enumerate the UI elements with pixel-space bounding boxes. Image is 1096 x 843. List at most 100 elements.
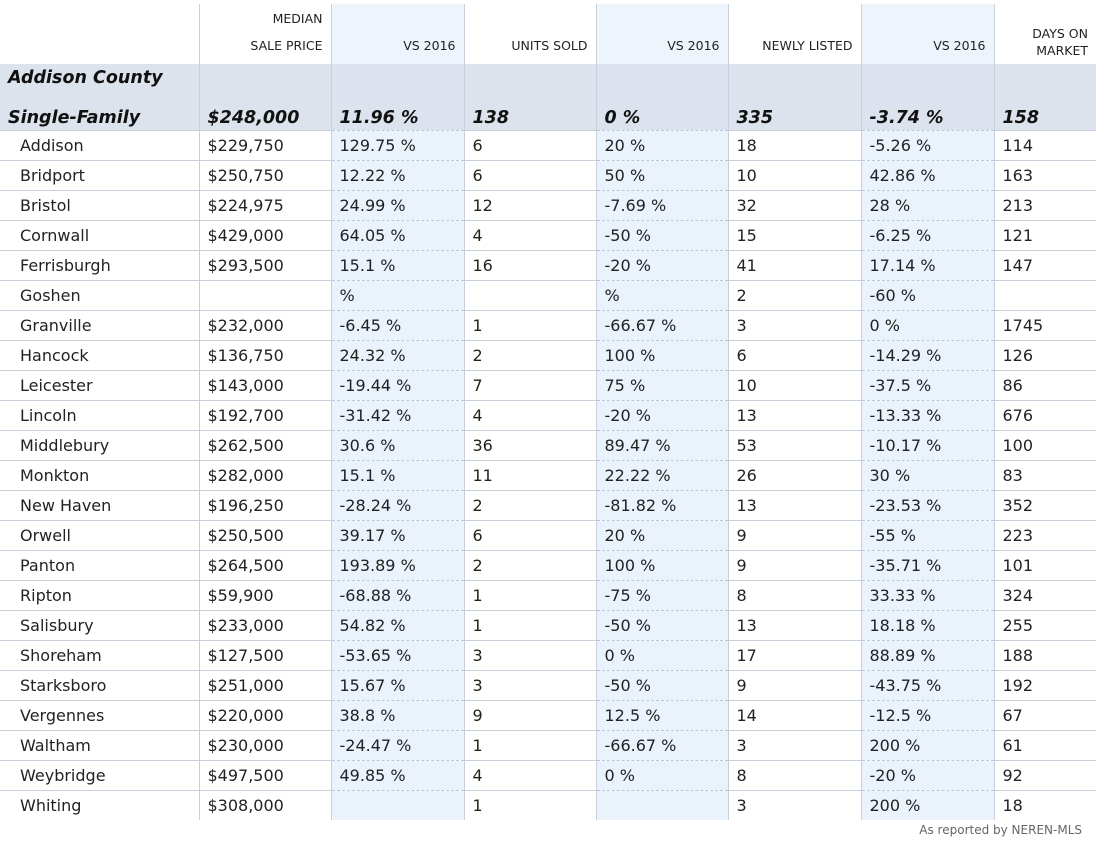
header-median-sale-price: MEDIAN SALE PRICE	[198, 4, 331, 64]
cell-vs-price	[330, 790, 464, 820]
cell-name: Goshen	[0, 280, 199, 311]
cell-vs-listed: -14.29 %	[860, 340, 994, 371]
cell-vs-listed: 42.86 %	[860, 160, 994, 191]
header-days-line1: DAYS ON	[1032, 26, 1088, 41]
cell-vs-price: 38.8 %	[330, 700, 464, 731]
cell-vs-units: 89.47 %	[595, 430, 728, 461]
cell-listed: 26	[727, 460, 861, 491]
cell-units: 12	[463, 190, 596, 221]
table-row: Weybridge $497,500 49.85 % 4 0 % 8 -20 % 92	[0, 760, 1096, 791]
cell-units: 7	[463, 370, 596, 401]
cell-days: 255	[993, 610, 1096, 641]
table-row: Bristol $224,975 24.99 % 12 -7.69 % 32 28 % 213	[0, 190, 1096, 221]
cell-vs-units: -66.67 %	[595, 310, 728, 341]
cell-vs-units: 20 %	[595, 130, 728, 161]
cell-name: Shoreham	[0, 640, 199, 671]
county-vs-listed: -3.74 %	[860, 96, 994, 131]
header-newly-listed: NEWLY LISTED	[727, 4, 861, 64]
cell-vs-listed: 28 %	[860, 190, 994, 221]
cell-vs-units: -7.69 %	[595, 190, 728, 221]
table-row: Middlebury $262,500 30.6 % 36 89.47 % 53 -10.1…	[0, 430, 1096, 461]
cell-vs-listed: -60 %	[860, 280, 994, 311]
cell-vs-price: -31.42 %	[330, 400, 464, 431]
cell-days: 213	[993, 190, 1096, 221]
cell-vs-price: -24.47 %	[330, 730, 464, 761]
county-summary-row: Single-Family $248,000 11.96 % 138 0 % 3…	[0, 96, 1096, 131]
county-spacer	[993, 64, 1096, 96]
cell-vs-price: 193.89 %	[330, 550, 464, 581]
cell-vs-price: 15.1 %	[330, 460, 464, 491]
cell-name: Ferrisburgh	[0, 250, 199, 281]
cell-listed: 53	[727, 430, 861, 461]
cell-median: $497,500	[198, 760, 331, 791]
cell-name: Hancock	[0, 340, 199, 371]
cell-vs-listed: -55 %	[860, 520, 994, 551]
cell-vs-price: 12.22 %	[330, 160, 464, 191]
cell-name: Cornwall	[0, 220, 199, 251]
cell-units: 6	[463, 130, 596, 161]
header-days-on-market: DAYS ON MARKET	[993, 4, 1096, 64]
cell-days: 101	[993, 550, 1096, 581]
cell-days: 92	[993, 760, 1096, 791]
county-spacer	[330, 64, 464, 96]
cell-name: Salisbury	[0, 610, 199, 641]
cell-units	[463, 280, 596, 311]
cell-listed: 18	[727, 130, 861, 161]
cell-name: Orwell	[0, 520, 199, 551]
table-row: Ripton $59,900 -68.88 % 1 -75 % 8 33.33 % 324	[0, 580, 1096, 611]
county-units: 138	[463, 96, 596, 131]
county-name: Addison County	[0, 64, 199, 96]
county-listed: 335	[727, 96, 861, 131]
table-row: Salisbury $233,000 54.82 % 1 -50 % 13 18.18 % 2…	[0, 610, 1096, 641]
cell-listed: 3	[727, 310, 861, 341]
cell-listed: 3	[727, 730, 861, 761]
header-town	[0, 4, 199, 64]
market-stats-table: MEDIAN SALE PRICE VS 2016 UNITS SOLD VS …	[0, 4, 1096, 820]
header-vs-price: VS 2016	[330, 4, 464, 64]
cell-name: Leicester	[0, 370, 199, 401]
cell-vs-price: -19.44 %	[330, 370, 464, 401]
cell-days: 676	[993, 400, 1096, 431]
cell-vs-listed: -6.25 %	[860, 220, 994, 251]
cell-units: 4	[463, 760, 596, 791]
cell-median: $250,750	[198, 160, 331, 191]
header-days-line2: MARKET	[1036, 43, 1088, 58]
table-row: New Haven $196,250 -28.24 % 2 -81.82 % 13 -23.…	[0, 490, 1096, 521]
cell-vs-units: -20 %	[595, 400, 728, 431]
header-median-line2: SALE PRICE	[250, 38, 323, 53]
cell-vs-price: 129.75 %	[330, 130, 464, 161]
cell-vs-price: 49.85 %	[330, 760, 464, 791]
cell-units: 1	[463, 310, 596, 341]
cell-days	[993, 280, 1096, 311]
table-row: Panton $264,500 193.89 % 2 100 % 9 -35.71 % 101	[0, 550, 1096, 581]
cell-listed: 13	[727, 490, 861, 521]
cell-vs-units: -66.67 %	[595, 730, 728, 761]
cell-units: 2	[463, 490, 596, 521]
cell-vs-listed: -20 %	[860, 760, 994, 791]
cell-name: Whiting	[0, 790, 199, 820]
table-row: Shoreham $127,500 -53.65 % 3 0 % 17 88.89 % 188	[0, 640, 1096, 671]
cell-vs-listed: 33.33 %	[860, 580, 994, 611]
cell-vs-listed: -5.26 %	[860, 130, 994, 161]
cell-median	[198, 280, 331, 311]
header-median-line1: MEDIAN	[272, 11, 323, 26]
cell-vs-units: -50 %	[595, 670, 728, 701]
cell-vs-listed: 18.18 %	[860, 610, 994, 641]
cell-units: 1	[463, 730, 596, 761]
table-row: Hancock $136,750 24.32 % 2 100 % 6 -14.29 % 126	[0, 340, 1096, 371]
cell-vs-units: %	[595, 280, 728, 311]
cell-listed: 14	[727, 700, 861, 731]
cell-listed: 2	[727, 280, 861, 311]
cell-days: 126	[993, 340, 1096, 371]
cell-vs-units: 100 %	[595, 550, 728, 581]
cell-median: $136,750	[198, 340, 331, 371]
cell-vs-listed: -43.75 %	[860, 670, 994, 701]
cell-units: 1	[463, 580, 596, 611]
cell-median: $308,000	[198, 790, 331, 820]
cell-vs-listed: -23.53 %	[860, 490, 994, 521]
cell-name: Middlebury	[0, 430, 199, 461]
cell-days: 223	[993, 520, 1096, 551]
cell-median: $59,900	[198, 580, 331, 611]
cell-vs-units: -81.82 %	[595, 490, 728, 521]
county-median: $248,000	[198, 96, 331, 131]
